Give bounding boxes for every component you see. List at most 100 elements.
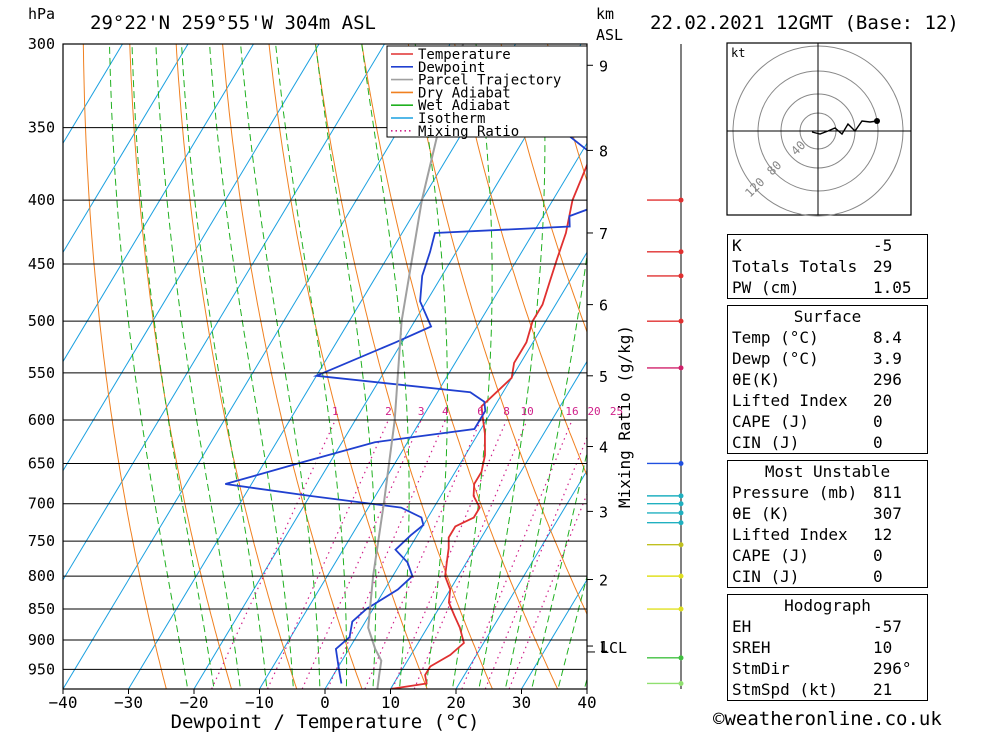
surface-panel: Surface Temp (°C) 8.4 Dewp (°C) 3.9 θE(K) 2…	[727, 305, 928, 454]
stat-value: 0	[873, 567, 883, 586]
stat-value: 12	[873, 525, 893, 544]
stat-row-k: K -5	[728, 235, 927, 256]
datetime-label: 22.02.2021 12GMT (Base: 12)	[650, 12, 959, 34]
temperature-tick-label: −20	[180, 693, 209, 712]
stat-label: K	[732, 236, 742, 255]
stat-value: 296	[873, 370, 902, 389]
mixing-ratio-line	[364, 419, 482, 689]
pressure-tick-label: 900	[28, 631, 55, 649]
stat-value: 8.4	[873, 328, 902, 347]
stat-label: θE (K)	[732, 504, 790, 523]
mixing-ratio-axis-label: Mixing Ratio (g/kg)	[615, 325, 634, 508]
mixing-ratio-tick-label: 1	[332, 405, 339, 418]
isotherm-line	[63, 44, 189, 254]
stat-label: CAPE (J)	[732, 546, 810, 565]
stat-value: 10	[873, 638, 893, 657]
stat-value: 3.9	[873, 349, 902, 368]
credit-link[interactable]: ©weatheronline.co.uk	[713, 708, 942, 730]
stat-value: 0	[873, 546, 883, 565]
dry-adiabat-line	[268, 44, 428, 689]
background-lines	[63, 44, 1000, 689]
stat-value: -57	[873, 617, 902, 636]
stat-row: CAPE (J) 0	[728, 411, 927, 432]
dry-adiabat-line	[454, 44, 587, 477]
dry-adiabat-line	[175, 44, 298, 689]
axes: 1 2 3 4 6 8 10 16 20 2530035040045050055060065070…	[28, 35, 623, 712]
isotherm-line	[455, 469, 587, 689]
stat-row: Pressure (mb) 811	[728, 482, 927, 503]
height-tick-label: 4	[599, 439, 608, 457]
x-axis-label: Dewpoint / Temperature (°C)	[171, 711, 480, 733]
temperature-tick-label: 0	[320, 693, 330, 712]
stat-value: 21	[873, 680, 893, 699]
temperature-tick-label: 40	[577, 693, 596, 712]
pressure-tick-label: 700	[28, 495, 55, 513]
stat-label: Dewp (°C)	[732, 349, 819, 368]
isotherm-line	[521, 578, 587, 689]
stat-row: Dewp (°C) 3.9	[728, 348, 927, 369]
isotherm-line	[259, 142, 587, 689]
pressure-tick-label: 750	[28, 532, 55, 550]
hodograph-end-dot	[874, 118, 880, 124]
pressure-tick-label: 300	[28, 35, 55, 53]
stat-label: StmSpd (kt)	[732, 680, 838, 699]
temperature-tick-label: 20	[446, 693, 465, 712]
mixing-ratio-tick-label: 25	[610, 405, 623, 418]
isotherm-line	[324, 251, 587, 689]
isotherm-line	[63, 44, 320, 472]
height-tick-label: 1	[599, 638, 608, 656]
stat-value: 0	[873, 412, 883, 431]
wet-adiabat-line	[315, 44, 377, 689]
pressure-tick-label: 800	[28, 567, 55, 585]
mixing-ratio-tick-label: 3	[418, 405, 425, 418]
stat-row: SREH 10	[728, 637, 927, 658]
stat-row: EH -57	[728, 616, 927, 637]
stat-label: θE(K)	[732, 370, 781, 389]
stat-label: Lifted Index	[732, 391, 848, 410]
mixing-ratio-tick-label: 8	[503, 405, 510, 418]
stat-value: 29	[873, 257, 893, 276]
pressure-tick-label: 650	[28, 454, 55, 472]
stat-row: Temp (°C) 8.4	[728, 327, 927, 348]
isotherm-line	[63, 44, 451, 689]
stat-row: CIN (J) 0	[728, 566, 927, 587]
stat-row: θE(K) 296	[728, 369, 927, 390]
height-tick-label: 7	[599, 225, 608, 243]
stat-row: CAPE (J) 0	[728, 545, 927, 566]
stat-row: θE (K) 307	[728, 503, 927, 524]
parcel-trajectory-line	[367, 44, 465, 689]
wet-adiabat-line	[531, 450, 587, 689]
legend-label: Isotherm	[418, 111, 485, 127]
height-tick-label: 6	[599, 297, 608, 315]
wind-profile	[647, 44, 684, 689]
stat-label: EH	[732, 617, 752, 636]
mixing-ratio-line	[301, 419, 422, 689]
temperature-tick-label: 30	[512, 693, 531, 712]
stat-row: CIN (J) 0	[728, 432, 927, 453]
wet-adiabat-line	[275, 44, 348, 689]
location-label: 29°22'N 259°55'W 304m ASL	[90, 12, 376, 34]
km-unit-label: km	[596, 5, 614, 23]
stat-row: StmDir 296°	[728, 658, 927, 679]
stat-value: 811	[873, 483, 902, 502]
dry-adiabat-line	[361, 44, 559, 689]
temperature-tick-label: −10	[245, 693, 274, 712]
dry-adiabat-line	[919, 44, 1000, 689]
legend-label: Wet Adiabat	[418, 98, 511, 114]
temperature-tick-label: −40	[49, 693, 78, 712]
stat-label: StmDir	[732, 659, 790, 678]
stat-value: 307	[873, 504, 902, 523]
lcl-label: LCL	[600, 639, 627, 657]
pressure-tick-label: 850	[28, 600, 55, 618]
hodograph-title: Hodograph	[784, 596, 871, 615]
pressure-tick-label: 550	[28, 364, 55, 382]
mixing-ratio-tick-label: 2	[385, 405, 392, 418]
dry-adiabat-line	[407, 44, 587, 616]
series-lines	[225, 44, 587, 689]
isotherm-line	[63, 44, 385, 581]
wet-adiabat-line	[557, 574, 587, 689]
dry-adiabat-line	[965, 44, 1000, 689]
pressure-tick-label: 400	[28, 191, 55, 209]
mixing-ratio-tick-label: 6	[477, 405, 484, 418]
